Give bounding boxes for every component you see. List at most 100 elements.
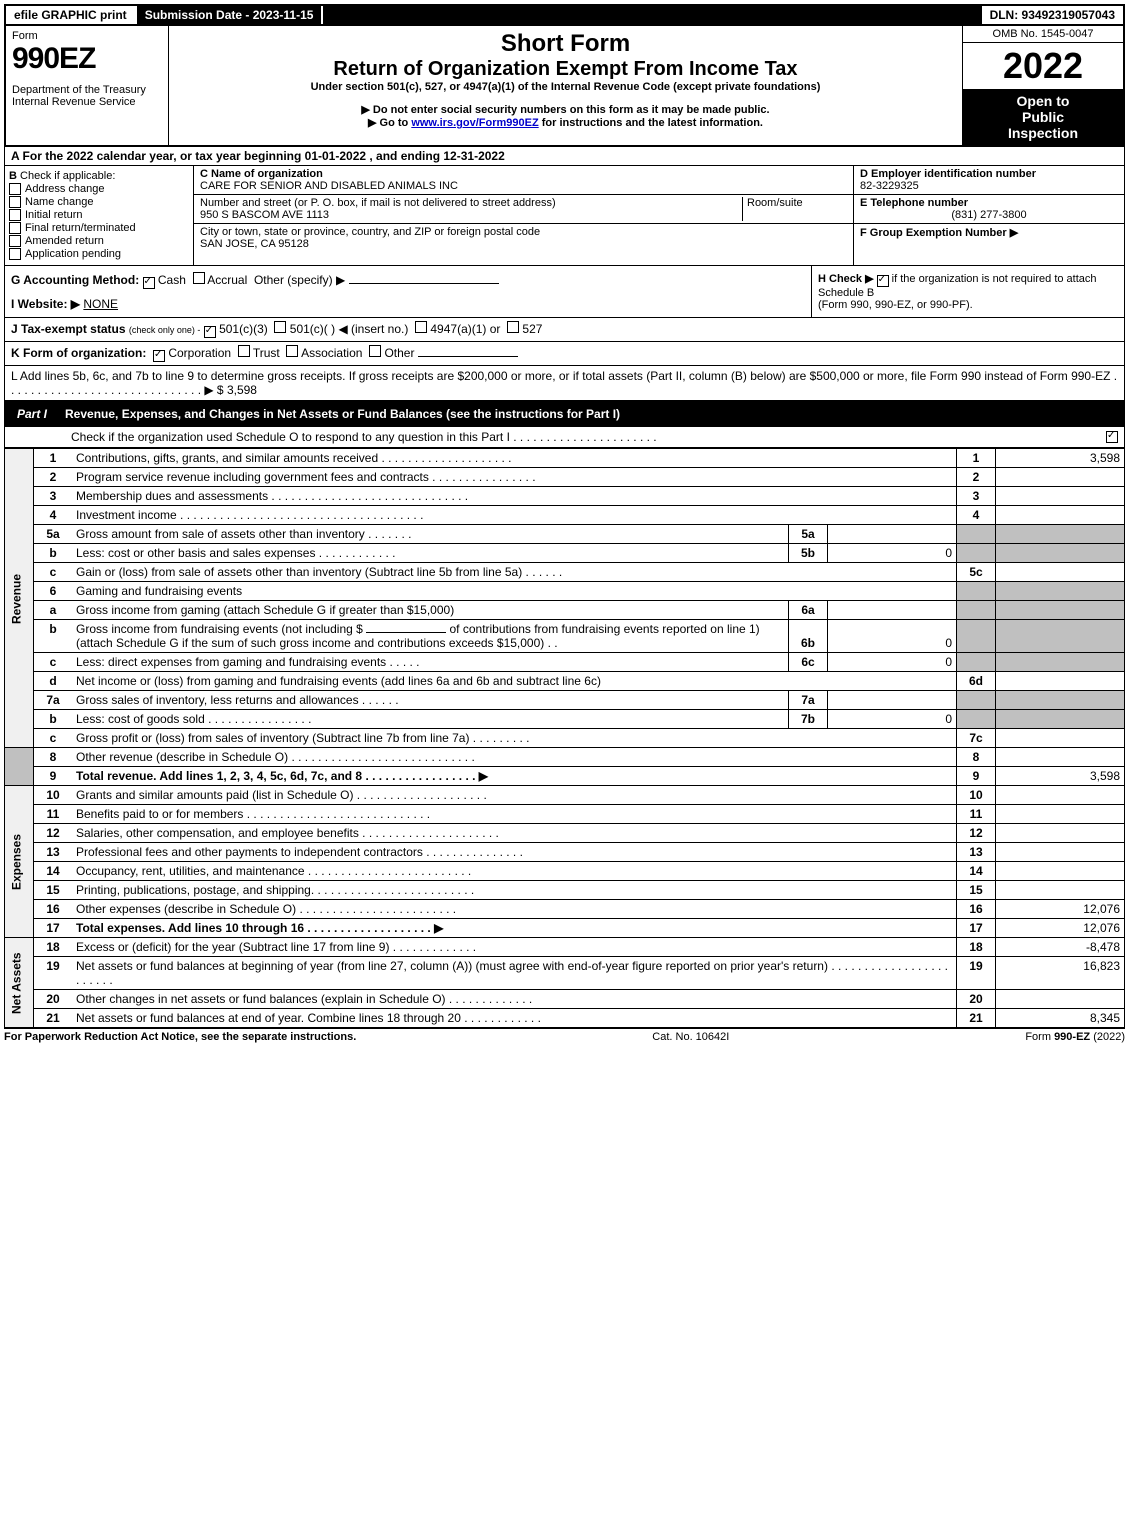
dept-treasury: Department of the Treasury [12,84,162,96]
revenue-side-label: Revenue [5,449,34,748]
table-row: 15Printing, publications, postage, and s… [5,881,1125,900]
check-initial-return[interactable]: Initial return [9,209,189,221]
check-4947[interactable] [415,321,427,333]
section-a: A For the 2022 calendar year, or tax yea… [4,147,1125,166]
irs-link[interactable]: www.irs.gov/Form990EZ [411,117,538,129]
table-row: 8 Other revenue (describe in Schedule O)… [5,748,1125,767]
check-amended-return[interactable]: Amended return [9,235,189,247]
check-final-return[interactable]: Final return/terminated [9,222,189,234]
paperwork-notice: For Paperwork Reduction Act Notice, see … [4,1031,356,1043]
check-501c[interactable] [274,321,286,333]
table-row: 2 Program service revenue including gove… [5,468,1125,487]
value-total-revenue: 3,598 [996,767,1125,786]
check-assoc[interactable] [286,345,298,357]
header-center: Short Form Return of Organization Exempt… [169,26,962,145]
inspection-2: Public [967,109,1119,125]
subtitle-3: ▶ Go to www.irs.gov/Form990EZ for instru… [175,116,956,129]
website: NONE [83,297,118,311]
other-specify-input[interactable] [349,283,499,284]
table-row: c Less: direct expenses from gaming and … [5,653,1125,672]
section-c: C Name of organization CARE FOR SENIOR A… [194,166,853,265]
section-b: B Check if applicable: Address change Na… [5,166,194,265]
table-row: Revenue 1 Contributions, gifts, grants, … [5,449,1125,468]
check-schedule-o[interactable] [1106,431,1118,443]
sub3-pre: ▶ Go to [368,117,411,129]
value-line-1: 3,598 [996,449,1125,468]
form-label: Form [12,30,162,42]
table-row: c Gain or (loss) from sale of assets oth… [5,563,1125,582]
table-row: d Net income or (loss) from gaming and f… [5,672,1125,691]
check-corp[interactable] [153,350,165,362]
f-label: F Group Exemption Number ▶ [860,227,1018,239]
telephone: (831) 277-3800 [860,209,1118,221]
inspection-box: Open to Public Inspection [963,89,1123,145]
submission-date: Submission Date - 2023-11-15 [135,6,324,24]
omb-number: OMB No. 1545-0047 [963,26,1123,43]
b-label: Check if applicable: [20,170,115,182]
value-total-expenses: 12,076 [996,919,1125,938]
dln: DLN: 93492319057043 [982,6,1123,24]
table-row: 13Professional fees and other payments t… [5,843,1125,862]
c-name-label: C Name of organization [200,168,847,180]
check-501c3[interactable] [204,326,216,338]
section-l: L Add lines 5b, 6c, and 7b to line 9 to … [4,366,1125,401]
check-name-change[interactable]: Name change [9,196,189,208]
table-row: 16Other expenses (describe in Schedule O… [5,900,1125,919]
subtitle-2: ▶ Do not enter social security numbers o… [175,103,956,116]
check-trust[interactable] [238,345,250,357]
check-application-pending[interactable]: Application pending [9,248,189,260]
header-left: Form 990EZ Department of the Treasury In… [6,26,169,145]
part-1-title: Revenue, Expenses, and Changes in Net As… [65,407,620,421]
table-row: 14Occupancy, rent, utilities, and mainte… [5,862,1125,881]
value-line-21: 8,345 [996,1009,1125,1028]
table-row: 19Net assets or fund balances at beginni… [5,957,1125,990]
section-h: H Check ▶ if the organization is not req… [811,266,1124,317]
check-accrual[interactable] [193,272,205,284]
section-bcdef: B Check if applicable: Address change Na… [4,166,1125,266]
form-header: Form 990EZ Department of the Treasury In… [4,26,1125,147]
expenses-side-label: Expenses [5,786,34,938]
check-cash[interactable] [143,277,155,289]
table-row: c Gross profit or (loss) from sales of i… [5,729,1125,748]
i-label: I Website: ▶ [11,297,80,311]
section-j: J Tax-exempt status (check only one) - 5… [4,318,1125,342]
title-main: Return of Organization Exempt From Incom… [175,58,956,81]
e-label: E Telephone number [860,197,1118,209]
gross-receipts: 3,598 [227,383,257,397]
part-1-header: Part I Revenue, Expenses, and Changes in… [4,401,1125,427]
efile-label: efile GRAPHIC print [6,6,135,24]
value-line-16: 12,076 [996,900,1125,919]
title-short: Short Form [175,30,956,58]
org-name: CARE FOR SENIOR AND DISABLED ANIMALS INC [200,180,847,192]
check-address-change[interactable]: Address change [9,183,189,195]
table-row: 21Net assets or fund balances at end of … [5,1009,1125,1028]
table-row: 4 Investment income . . . . . . . . . . … [5,506,1125,525]
table-row: b Less: cost of goods sold . . . . . . .… [5,710,1125,729]
table-row: 6 Gaming and fundraising events [5,582,1125,601]
table-row: Expenses 10 Grants and similar amounts p… [5,786,1125,805]
g-label: G Accounting Method: [11,273,139,287]
check-527[interactable] [507,321,519,333]
netassets-side-label: Net Assets [5,938,34,1028]
page-footer: For Paperwork Reduction Act Notice, see … [4,1028,1125,1043]
check-schedule-b[interactable] [877,275,889,287]
table-row: 20Other changes in net assets or fund ba… [5,990,1125,1009]
org-city: SAN JOSE, CA 95128 [200,238,847,250]
section-gh: G Accounting Method: Cash Accrual Other … [4,266,1125,318]
table-row: b Less: cost or other basis and sales ex… [5,544,1125,563]
d-label: D Employer identification number [860,168,1118,180]
c-addr-label: Number and street (or P. O. box, if mail… [200,197,742,209]
header-right: OMB No. 1545-0047 2022 Open to Public In… [962,26,1123,145]
section-k: K Form of organization: Corporation Trus… [4,342,1125,366]
room-suite-label: Room/suite [742,197,847,221]
sub3-post: for instructions and the latest informat… [539,117,763,129]
table-row: 3 Membership dues and assessments . . . … [5,487,1125,506]
section-def: D Employer identification number 82-3229… [853,166,1124,265]
part-1-table: Revenue 1 Contributions, gifts, grants, … [4,448,1125,1028]
tax-year: 2022 [963,43,1123,89]
value-line-19: 16,823 [996,957,1125,990]
check-other-org[interactable] [369,345,381,357]
table-row: 9 Total revenue. Add lines 1, 2, 3, 4, 5… [5,767,1125,786]
inspection-1: Open to [967,93,1119,109]
part-1-check-note: Check if the organization used Schedule … [4,427,1125,448]
